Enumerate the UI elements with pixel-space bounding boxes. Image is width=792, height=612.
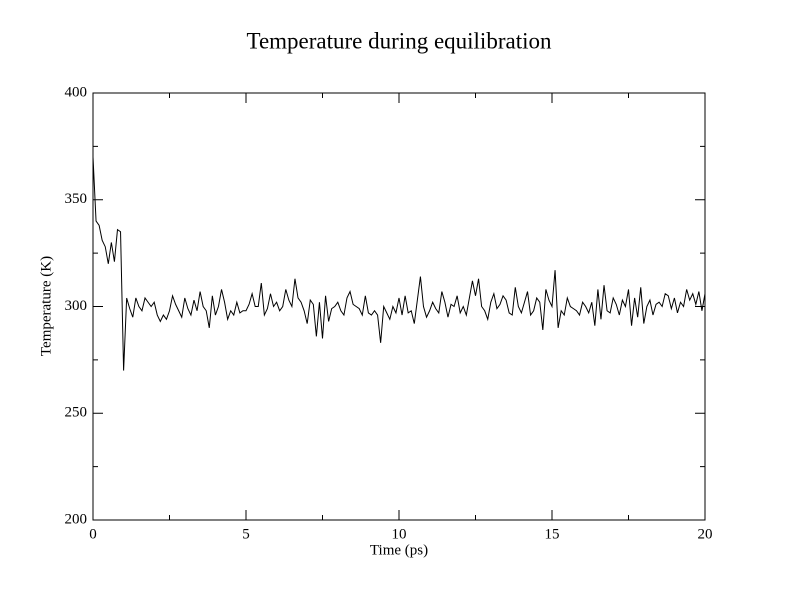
x-tick-label: 10 [392,526,407,542]
x-axis-label: Time (ps) [370,542,428,558]
y-axis-label: Temperature (K) [38,256,54,356]
y-tick-label: 300 [65,298,88,314]
x-tick-label: 20 [698,526,713,542]
temperature-line [92,157,706,371]
x-tick-label: 5 [242,526,250,542]
y-tick-label: 200 [65,511,88,527]
y-tick-label: 400 [65,84,88,100]
chart-title: Temperature during equilibration [247,28,552,53]
x-tick-label: 15 [545,526,560,542]
y-tick-label: 350 [65,191,88,207]
x-tick-label: 0 [89,526,97,542]
y-tick-label: 250 [65,405,88,421]
